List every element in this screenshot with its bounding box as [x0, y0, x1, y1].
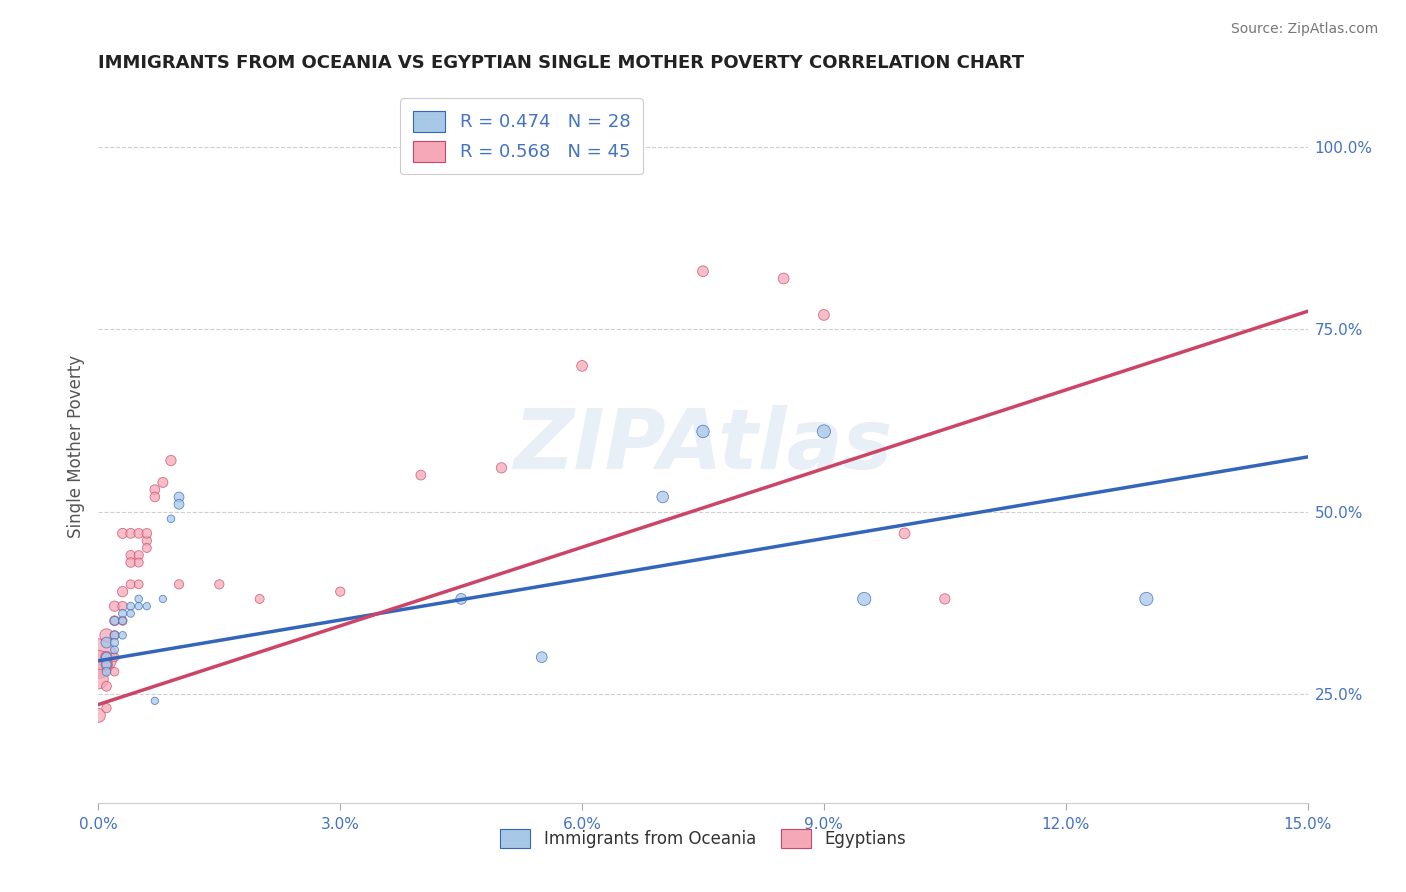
Point [530, 650, 553, 665]
Point [160, 512, 183, 526]
Point [103, 650, 125, 665]
Point [111, 614, 134, 628]
Text: Source: ZipAtlas.com: Source: ZipAtlas.com [1230, 22, 1378, 37]
Point [111, 584, 134, 599]
Point [103, 628, 125, 642]
Point [128, 548, 150, 562]
Point [128, 591, 150, 606]
Point [96, 665, 118, 679]
Point [96, 657, 118, 672]
Point [167, 497, 190, 511]
Text: IMMIGRANTS FROM OCEANIA VS EGYPTIAN SINGLE MOTHER POVERTY CORRELATION CHART: IMMIGRANTS FROM OCEANIA VS EGYPTIAN SING… [98, 54, 1025, 72]
Point [120, 526, 142, 541]
Point [103, 628, 125, 642]
Point [128, 526, 150, 541]
Point [167, 490, 190, 504]
Point [143, 490, 166, 504]
Point [96, 679, 118, 693]
Point [772, 271, 794, 285]
Point [491, 460, 513, 475]
Point [152, 591, 174, 606]
Point [111, 614, 134, 628]
Point [571, 359, 593, 373]
Point [450, 591, 472, 606]
Point [128, 577, 150, 591]
Point [692, 425, 714, 439]
Point [1135, 591, 1157, 606]
Point [111, 628, 134, 642]
Point [128, 599, 150, 614]
Point [111, 599, 134, 614]
Point [87, 657, 110, 672]
Point [96, 701, 118, 715]
Point [813, 425, 835, 439]
Point [120, 548, 142, 562]
Point [208, 577, 231, 591]
Point [96, 650, 118, 665]
Point [111, 607, 134, 621]
Point [853, 591, 876, 606]
Point [96, 650, 118, 665]
Point [96, 657, 118, 672]
Point [103, 614, 125, 628]
Point [409, 468, 432, 483]
Point [103, 665, 125, 679]
Point [87, 650, 110, 665]
Point [329, 584, 352, 599]
Point [103, 643, 125, 657]
Point [152, 475, 174, 490]
Point [111, 526, 134, 541]
Legend: Immigrants from Oceania, Egyptians: Immigrants from Oceania, Egyptians [494, 822, 912, 855]
Point [167, 577, 190, 591]
Point [692, 264, 714, 278]
Point [120, 577, 142, 591]
Text: ZIPAtlas: ZIPAtlas [513, 406, 893, 486]
Point [651, 490, 673, 504]
Point [934, 591, 956, 606]
Point [120, 607, 142, 621]
Point [96, 635, 118, 649]
Point [143, 694, 166, 708]
Y-axis label: Single Mother Poverty: Single Mother Poverty [66, 354, 84, 538]
Point [120, 599, 142, 614]
Point [135, 526, 157, 541]
Point [135, 533, 157, 548]
Point [249, 591, 271, 606]
Point [893, 526, 915, 541]
Point [135, 541, 157, 555]
Point [103, 614, 125, 628]
Point [120, 556, 142, 570]
Point [813, 308, 835, 322]
Point [96, 628, 118, 642]
Point [87, 708, 110, 723]
Point [87, 672, 110, 686]
Point [160, 453, 183, 467]
Point [135, 599, 157, 614]
Point [103, 635, 125, 649]
Point [103, 599, 125, 614]
Point [143, 483, 166, 497]
Point [128, 556, 150, 570]
